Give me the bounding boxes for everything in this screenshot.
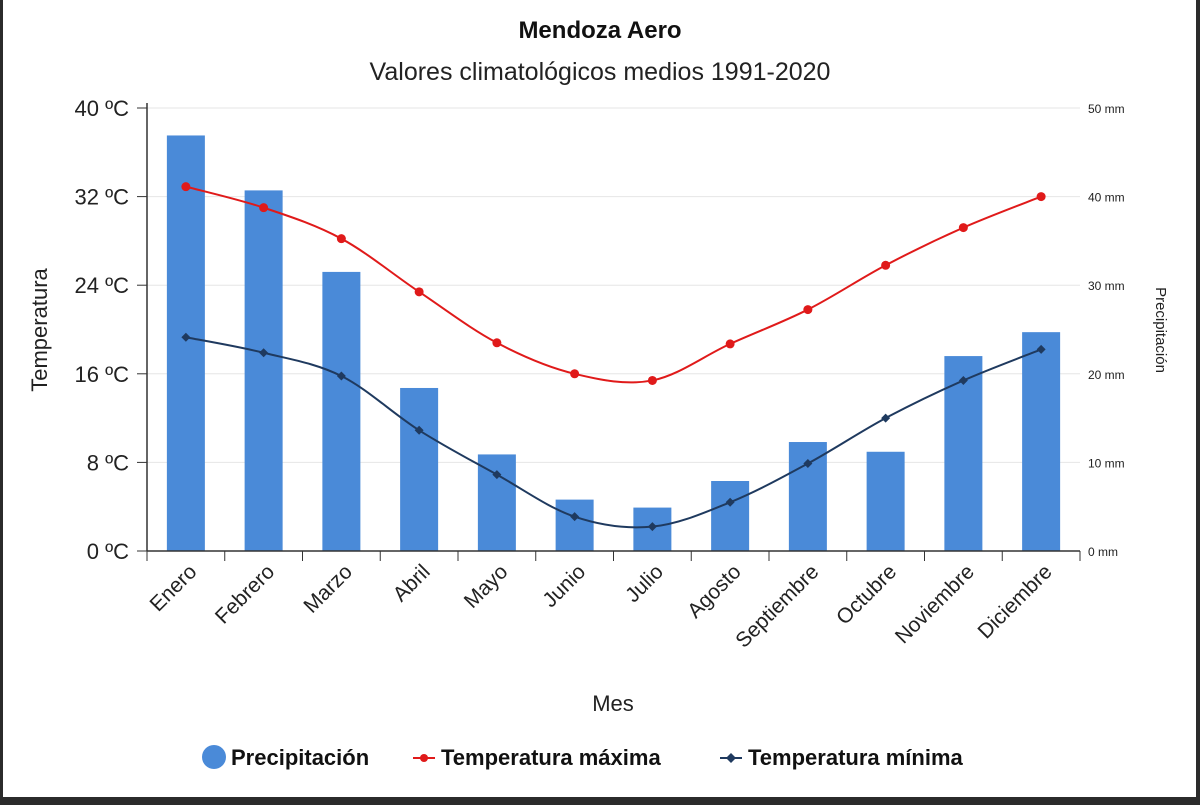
x-tick-label: Noviembre [891,560,979,648]
point-temp-max [336,234,346,244]
legend-marker-precipitacion [202,745,226,769]
bar-precipitacion [788,442,827,551]
x-tick-label: Julio [621,560,668,607]
bar-precipitacion [322,271,361,551]
point-temp-max [881,260,891,270]
y-right-tick-label: 20 mm [1088,368,1125,382]
point-temp-min [492,470,502,480]
x-tick-label: Diciembre [974,560,1057,643]
bar-precipitacion [166,135,205,551]
point-temp-min [881,413,891,423]
legend: Precipitación Temperatura máxima Tempera… [202,745,964,770]
point-temp-min [570,512,580,522]
y-left-tick-label: 40 ºC [74,96,129,121]
y-right-label: Precipitación [1152,287,1169,373]
y-left-tick-label: 24 ºC [74,273,129,298]
point-temp-min [181,332,191,342]
y-right-tick-label: 30 mm [1088,279,1125,293]
legend-label-max: Temperatura máxima [441,745,661,770]
x-tick-label: Febrero [211,560,279,628]
y-right-tick-label: 40 mm [1088,191,1125,205]
point-temp-max [259,203,269,213]
point-temp-max [803,305,813,315]
x-tick-label: Octubre [832,560,901,629]
legend-marker-max-dot [420,754,428,762]
point-temp-min [958,375,968,385]
x-tick-label: Mayo [460,560,513,613]
bar-precipitacion [244,190,283,551]
point-temp-min [647,522,657,532]
bar-precipitacion [944,356,983,551]
x-tick-label: Agosto [683,560,746,623]
point-temp-min [725,497,735,507]
y-left-tick-label: 8 ºC [87,450,129,475]
point-temp-max [1036,192,1046,202]
line-temp-max [185,185,1042,384]
x-tick-label: Abril [389,560,435,606]
y-right-tick-label: 10 mm [1088,456,1125,470]
point-temp-max [181,182,191,192]
chart-title: Mendoza Aero [518,17,681,44]
y-left-tick-label: 32 ºC [74,185,129,210]
point-temp-max [647,375,657,385]
y-left-label: Temperatura [27,267,52,391]
point-temp-max [414,287,424,297]
point-temp-max [492,338,502,348]
y-right-tick-label: 50 mm [1088,102,1125,116]
x-tick-label: Septiembre [731,560,823,652]
legend-marker-min-diamond [726,753,736,763]
chart-subtitle: Valores climatológicos medios 1991-2020 [370,58,831,86]
bar-precipitacion [711,481,750,551]
point-temp-min [803,459,813,469]
bar-precipitacion [400,387,439,551]
bar-precipitacion [866,451,905,551]
legend-label-precipitacion: Precipitación [231,745,369,770]
climate-chart: Mendoza Aero Valores climatológicos medi… [27,17,1169,770]
point-temp-min [336,371,346,381]
y-left-tick-label: 0 ºC [87,539,129,564]
y-left-tick-label: 16 ºC [74,362,129,387]
bar-precipitacion [555,499,594,551]
point-temp-min [259,348,269,358]
x-tick-label: Enero [146,560,202,616]
point-temp-max [725,339,735,349]
line-temp-min [185,336,1042,529]
point-temp-max [958,223,968,233]
point-temp-min [1036,344,1046,354]
chart-frame: Mendoza Aero Valores climatológicos medi… [3,0,1196,797]
bar-precipitacion [477,454,516,551]
point-temp-min [414,425,424,435]
legend-label-min: Temperatura mínima [748,745,964,770]
bar-precipitacion [1022,332,1061,551]
x-tick-label: Junio [538,560,590,612]
x-tick-label: Marzo [299,560,357,618]
y-right-tick-label: 0 mm [1088,545,1118,559]
point-temp-max [570,369,580,379]
x-axis-label: Mes [592,691,634,716]
